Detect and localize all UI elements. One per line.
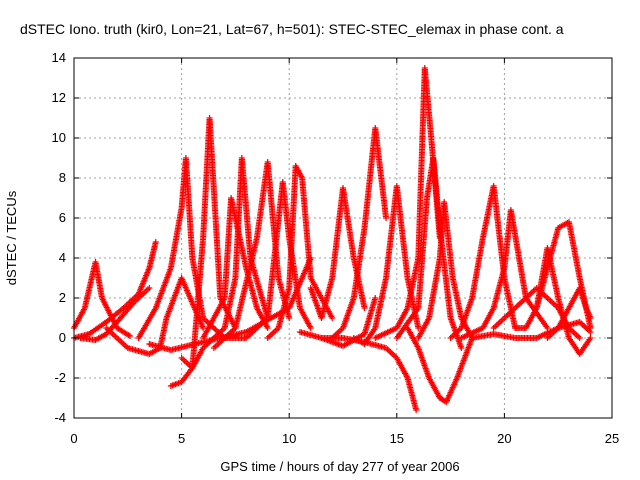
data-series: [167, 115, 239, 389]
x-tick-label: 5: [178, 431, 185, 446]
x-tick-label: 25: [605, 431, 619, 446]
chart-title: dSTEC Iono. truth (kir0, Lon=21, Lat=67,…: [20, 21, 564, 37]
y-tick-label: 6: [59, 210, 66, 225]
data-point: [264, 325, 271, 331]
y-tick-label: 14: [52, 50, 66, 65]
data-point: [200, 325, 207, 331]
y-tick-label: 10: [52, 130, 66, 145]
data-point: [146, 285, 153, 291]
y-tick-label: 8: [59, 170, 66, 185]
y-tick-label: 12: [52, 90, 66, 105]
y-tick-label: -2: [54, 370, 66, 385]
data-series: [178, 155, 271, 371]
data-series: [103, 275, 207, 357]
y-tick-label: 0: [59, 330, 66, 345]
y-tick-label: 4: [59, 250, 66, 265]
data-series: [77, 285, 153, 343]
x-tick-label: 20: [497, 431, 511, 446]
data-point: [152, 239, 159, 245]
data-series: [71, 259, 133, 339]
x-tick-label: 0: [70, 431, 77, 446]
y-tick-label: -4: [54, 410, 66, 425]
data-point: [126, 333, 133, 339]
y-axis-label: dSTEC / TECUs: [4, 190, 19, 285]
y-tick-label: 2: [59, 290, 66, 305]
x-axis-label: GPS time / hours of day 277 of year 2006: [220, 459, 459, 474]
data-points: [71, 65, 594, 413]
x-tick-label: 10: [282, 431, 296, 446]
x-tick-label: 15: [390, 431, 404, 446]
